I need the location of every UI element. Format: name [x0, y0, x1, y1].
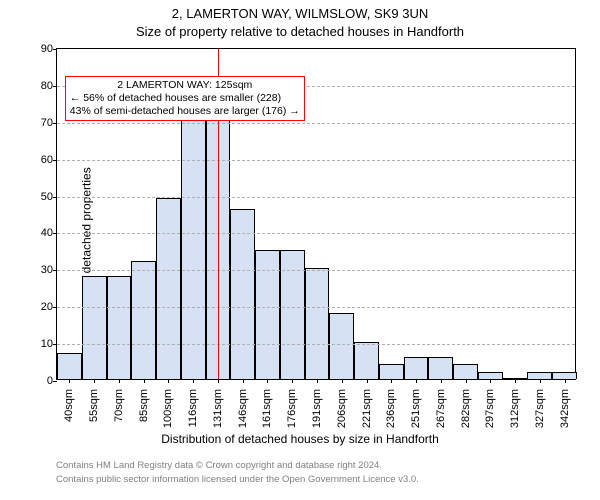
y-tick-label: 0	[47, 375, 53, 387]
y-tick	[53, 381, 57, 382]
histogram-bar	[82, 276, 107, 379]
x-tick	[218, 379, 219, 383]
y-tick	[53, 160, 57, 161]
x-tick-label: 40sqm	[63, 389, 75, 422]
y-tick-label: 50	[41, 191, 53, 203]
chart-title-address: 2, LAMERTON WAY, WILMSLOW, SK9 3UN	[0, 6, 600, 21]
x-tick	[317, 379, 318, 383]
gridline	[57, 160, 575, 161]
x-tick-label: 282sqm	[460, 389, 472, 428]
x-tick-label: 70sqm	[113, 389, 125, 422]
gridline	[57, 233, 575, 234]
y-tick	[53, 86, 57, 87]
histogram-bar	[107, 276, 132, 379]
x-tick	[367, 379, 368, 383]
gridline	[57, 307, 575, 308]
x-tick-label: 312sqm	[509, 389, 521, 428]
chart-container: 2, LAMERTON WAY, WILMSLOW, SK9 3UN Size …	[0, 0, 600, 500]
x-tick	[416, 379, 417, 383]
gridline	[57, 197, 575, 198]
y-tick	[53, 307, 57, 308]
y-tick-label: 40	[41, 227, 53, 239]
annotation-line-2: ← 56% of detached houses are smaller (22…	[70, 92, 300, 105]
x-tick-label: 327sqm	[534, 389, 546, 428]
y-tick	[53, 123, 57, 124]
y-tick	[53, 344, 57, 345]
x-tick	[441, 379, 442, 383]
histogram-bar	[305, 268, 330, 379]
y-tick	[53, 270, 57, 271]
x-tick	[267, 379, 268, 383]
x-tick	[342, 379, 343, 383]
histogram-bar	[552, 372, 577, 379]
y-tick	[53, 197, 57, 198]
annotation-box: 2 LAMERTON WAY: 125sqm ← 56% of detached…	[65, 76, 305, 121]
histogram-bar	[527, 372, 552, 379]
x-tick	[466, 379, 467, 383]
histogram-bar	[230, 209, 255, 379]
plot-area: 010203040506070809040sqm55sqm70sqm85sqm1…	[56, 48, 576, 380]
y-tick-label: 10	[41, 338, 53, 350]
gridline	[57, 270, 575, 271]
histogram-bar	[453, 364, 478, 379]
x-tick-label: 297sqm	[484, 389, 496, 428]
x-tick-label: 100sqm	[162, 389, 174, 428]
histogram-bar	[280, 250, 305, 379]
x-tick	[292, 379, 293, 383]
x-tick	[243, 379, 244, 383]
gridline	[57, 123, 575, 124]
annotation-line-3: 43% of semi-detached houses are larger (…	[70, 105, 300, 118]
histogram-bar	[404, 357, 429, 379]
x-tick-label: 251sqm	[410, 389, 422, 428]
x-tick-label: 236sqm	[385, 389, 397, 428]
y-tick-label: 80	[41, 80, 53, 92]
x-tick-label: 176sqm	[286, 389, 298, 428]
x-tick-label: 161sqm	[261, 389, 273, 428]
y-tick	[53, 233, 57, 234]
x-tick	[94, 379, 95, 383]
x-tick	[490, 379, 491, 383]
x-tick-label: 116sqm	[187, 389, 199, 427]
x-tick	[144, 379, 145, 383]
histogram-bar	[255, 250, 280, 379]
x-tick-label: 131sqm	[212, 389, 224, 428]
x-tick	[193, 379, 194, 383]
x-tick-label: 206sqm	[336, 389, 348, 428]
x-tick	[391, 379, 392, 383]
x-tick-label: 342sqm	[559, 389, 571, 428]
histogram-bar	[379, 364, 404, 379]
y-tick-label: 20	[41, 301, 53, 313]
y-tick-label: 70	[41, 117, 53, 129]
x-tick	[565, 379, 566, 383]
y-tick	[53, 49, 57, 50]
x-tick-label: 221sqm	[361, 389, 373, 428]
annotation-line-1: 2 LAMERTON WAY: 125sqm	[70, 79, 300, 92]
x-tick	[168, 379, 169, 383]
y-tick-label: 30	[41, 264, 53, 276]
histogram-bar	[181, 113, 206, 379]
x-axis-label: Distribution of detached houses by size …	[0, 432, 600, 446]
x-tick	[119, 379, 120, 383]
x-tick-label: 55sqm	[88, 389, 100, 422]
histogram-bar	[428, 357, 453, 379]
histogram-bar	[57, 353, 82, 379]
histogram-bar	[329, 313, 354, 379]
footer-line-2: Contains public sector information licen…	[0, 474, 600, 485]
x-tick	[515, 379, 516, 383]
x-tick	[69, 379, 70, 383]
x-tick-label: 85sqm	[138, 389, 150, 422]
y-tick-label: 60	[41, 154, 53, 166]
x-tick-label: 146sqm	[237, 389, 249, 428]
histogram-bar	[354, 342, 379, 379]
y-tick-label: 90	[41, 43, 53, 55]
x-tick	[540, 379, 541, 383]
x-tick-label: 267sqm	[435, 389, 447, 428]
x-tick-label: 191sqm	[311, 389, 323, 428]
chart-title-subtitle: Size of property relative to detached ho…	[0, 24, 600, 39]
histogram-bar	[131, 261, 156, 379]
histogram-bar	[156, 198, 181, 379]
gridline	[57, 344, 575, 345]
footer-line-1: Contains HM Land Registry data © Crown c…	[0, 460, 600, 471]
histogram-bar	[478, 372, 503, 379]
